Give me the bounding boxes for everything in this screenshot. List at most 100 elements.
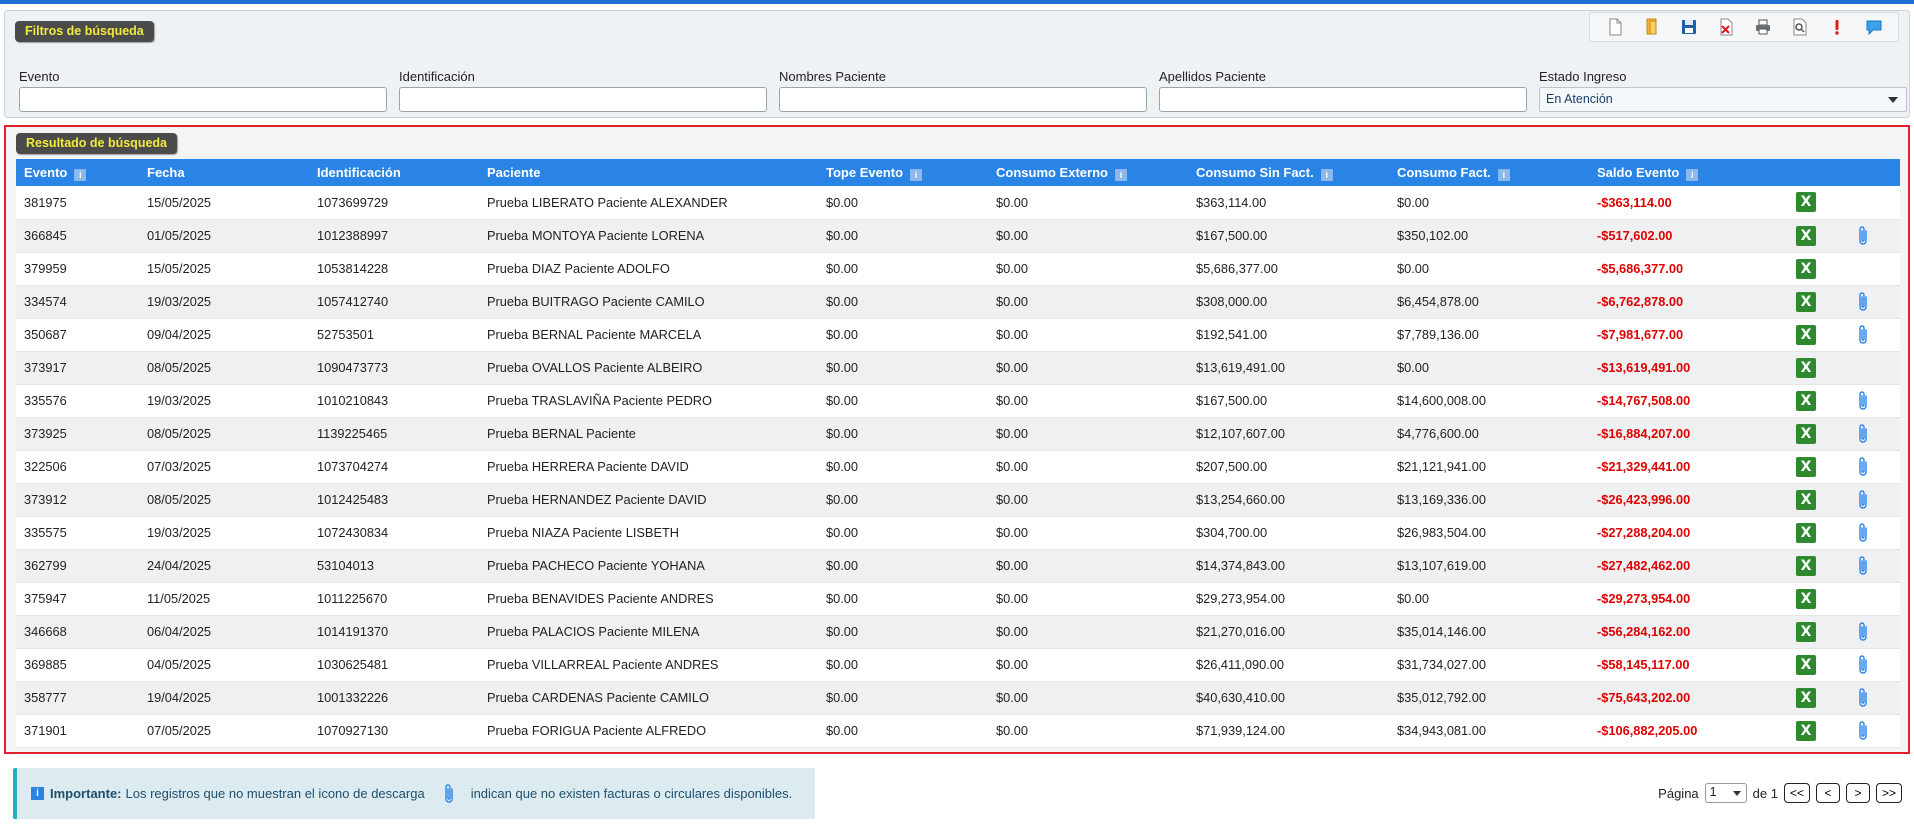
prev-page-button[interactable]: < — [1815, 783, 1840, 803]
paperclip-icon[interactable] — [1857, 423, 1869, 445]
table-row[interactable]: 373912 08/05/2025 1012425483 Prueba HERNAND… — [16, 483, 1900, 517]
excel-export-icon[interactable]: X — [1796, 621, 1816, 642]
cell-sin-fact: $363,114.00 — [1188, 186, 1389, 220]
info-icon[interactable]: i — [1114, 168, 1127, 181]
cell-saldo: -$56,284,162.00 — [1589, 615, 1788, 649]
column-header[interactable]: Consumo Sin Fact. i — [1188, 159, 1389, 186]
paperclip-icon[interactable] — [1857, 324, 1869, 346]
cell-excel: X — [1788, 252, 1849, 286]
table-row[interactable]: 373925 08/05/2025 1139225465 Prueba BERNAL … — [16, 417, 1900, 451]
table-row[interactable]: 369885 04/05/2025 1030625481 Prueba VILLARR… — [16, 648, 1900, 682]
page-select[interactable]: 1 — [1704, 783, 1747, 803]
excel-export-icon[interactable]: X — [1796, 192, 1816, 213]
estado-select[interactable]: En Atención — [1539, 87, 1907, 112]
paperclip-icon[interactable] — [1857, 654, 1869, 676]
cell-fecha: 08/05/2025 — [139, 351, 309, 385]
paperclip-icon[interactable] — [1857, 621, 1869, 643]
table-row[interactable]: 335576 19/03/2025 1010210843 Prueba TRASLAV… — [16, 384, 1900, 418]
column-header-label: Consumo Fact. — [1397, 164, 1491, 180]
table-row[interactable]: 335575 19/03/2025 1072430834 Prueba NIAZA P… — [16, 516, 1900, 550]
paperclip-icon[interactable] — [1857, 555, 1869, 577]
paperclip-icon[interactable] — [1857, 522, 1869, 544]
excel-export-icon[interactable]: X — [1796, 588, 1816, 609]
cell-tope: $0.00 — [818, 615, 988, 649]
paperclip-icon[interactable] — [1857, 456, 1869, 478]
info-icon[interactable]: i — [74, 168, 87, 181]
table-row[interactable]: 358777 19/04/2025 1001332226 Prueba CARDENA… — [16, 681, 1900, 715]
cell-saldo: -$16,884,207.00 — [1589, 417, 1788, 451]
info-icon[interactable]: i — [1497, 168, 1510, 181]
paperclip-icon[interactable] — [1857, 489, 1869, 511]
excel-export-icon[interactable]: X — [1796, 423, 1816, 444]
excel-export-icon[interactable]: X — [1796, 291, 1816, 312]
excel-export-icon[interactable]: X — [1796, 357, 1816, 378]
column-header[interactable]: Evento i — [16, 159, 139, 186]
evento-field: Evento — [19, 69, 387, 112]
save-icon[interactable] — [1670, 13, 1707, 41]
new-document-icon[interactable] — [1596, 13, 1633, 41]
table-row[interactable]: 371901 07/05/2025 1070927130 Prueba FORIGUA… — [16, 714, 1900, 748]
column-header[interactable]: Saldo Evento i — [1589, 159, 1788, 186]
excel-export-icon[interactable]: X — [1796, 555, 1816, 576]
cell-excel: X — [1788, 516, 1849, 550]
excel-export-icon[interactable]: X — [1796, 489, 1816, 510]
excel-export-icon[interactable]: X — [1796, 720, 1816, 741]
cell-sin-fact: $21,270,016.00 — [1188, 615, 1389, 649]
table-row[interactable]: 334574 19/03/2025 1057412740 Prueba BUITRAG… — [16, 285, 1900, 319]
table-row[interactable]: 346668 06/04/2025 1014191370 Prueba PALACIO… — [16, 615, 1900, 649]
chat-icon[interactable] — [1855, 13, 1892, 41]
cell-evento: 362799 — [16, 549, 139, 583]
paperclip-icon[interactable] — [1857, 687, 1869, 709]
excel-export-icon[interactable]: X — [1796, 456, 1816, 477]
open-folder-icon[interactable] — [1633, 13, 1670, 41]
excel-export-icon[interactable]: X — [1796, 522, 1816, 543]
preview-icon[interactable] — [1781, 13, 1818, 41]
paperclip-icon[interactable] — [1857, 225, 1869, 247]
column-header[interactable]: Tope Evento i — [818, 159, 988, 186]
excel-export-icon[interactable]: X — [1796, 258, 1816, 279]
next-page-button[interactable]: > — [1845, 783, 1870, 803]
first-page-button[interactable]: << — [1783, 783, 1810, 803]
table-row[interactable]: 322506 07/03/2025 1073704274 Prueba HERRERA… — [16, 450, 1900, 484]
cell-excel: X — [1788, 219, 1849, 253]
info-icon[interactable]: i — [1686, 168, 1699, 181]
cell-paciente: Prueba VILLARREAL Paciente ANDRES — [479, 648, 818, 682]
excel-export-icon[interactable]: X — [1796, 687, 1816, 708]
cell-tope: $0.00 — [818, 450, 988, 484]
excel-export-icon[interactable]: X — [1796, 390, 1816, 411]
print-icon[interactable] — [1744, 13, 1781, 41]
delete-icon[interactable] — [1707, 13, 1744, 41]
paperclip-icon[interactable] — [1857, 720, 1869, 742]
paperclip-icon[interactable] — [1857, 390, 1869, 412]
identificacion-input[interactable] — [399, 87, 767, 112]
table-row[interactable]: 379959 15/05/2025 1053814228 Prueba DIAZ Pa… — [16, 252, 1900, 286]
cell-saldo: -$517,602.00 — [1589, 219, 1788, 253]
table-row[interactable]: 366845 01/05/2025 1012388997 Prueba MONTOYA… — [16, 219, 1900, 253]
column-header[interactable]: Paciente — [479, 159, 818, 186]
column-header[interactable]: Fecha — [139, 159, 309, 186]
table-row[interactable]: 375947 11/05/2025 1011225670 Prueba BENAVID… — [16, 582, 1900, 616]
column-header[interactable]: Consumo Fact. i — [1389, 159, 1589, 186]
estado-select-value: En Atención — [1546, 92, 1613, 106]
excel-export-icon[interactable]: X — [1796, 654, 1816, 675]
column-header[interactable]: Identificación — [309, 159, 479, 186]
table-row[interactable]: 381975 15/05/2025 1073699729 Prueba LIBERAT… — [16, 186, 1900, 220]
last-page-button[interactable]: >> — [1875, 783, 1902, 803]
cell-excel: X — [1788, 648, 1849, 682]
alert-icon[interactable] — [1818, 13, 1855, 41]
column-header[interactable]: Consumo Externo i — [988, 159, 1188, 186]
table-row[interactable]: 373917 08/05/2025 1090473773 Prueba OVALLOS… — [16, 351, 1900, 385]
table-row[interactable]: 350687 09/04/2025 52753501 Prueba BERNAL Pa… — [16, 318, 1900, 352]
info-icon[interactable]: i — [1320, 168, 1333, 181]
cell-paciente: Prueba PALACIOS Paciente MILENA — [479, 615, 818, 649]
excel-export-icon[interactable]: X — [1796, 225, 1816, 246]
apellidos-input[interactable] — [1159, 87, 1527, 112]
info-icon[interactable]: i — [910, 168, 923, 181]
cell-download — [1849, 219, 1900, 253]
paperclip-icon[interactable] — [1857, 291, 1869, 313]
table-row[interactable]: 362799 24/04/2025 53104013 Prueba PACHECO P… — [16, 549, 1900, 583]
nombres-input[interactable] — [779, 87, 1147, 112]
evento-input[interactable] — [19, 87, 387, 112]
cell-identificacion: 1057412740 — [309, 285, 479, 319]
excel-export-icon[interactable]: X — [1796, 324, 1816, 345]
